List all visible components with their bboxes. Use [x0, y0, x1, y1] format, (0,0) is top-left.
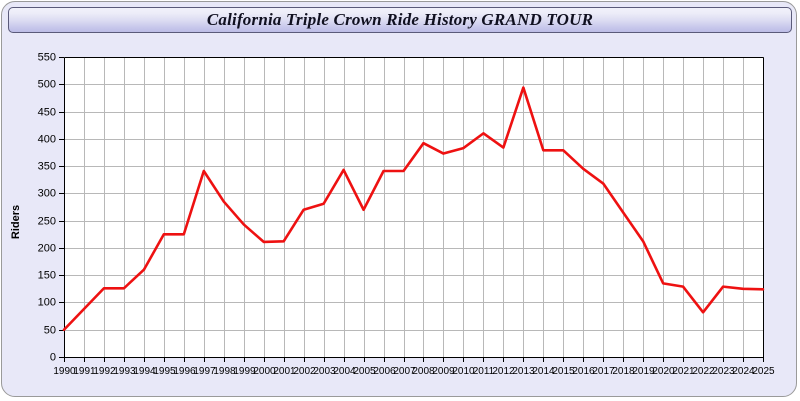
svg-text:2004: 2004 [333, 366, 356, 377]
svg-text:2009: 2009 [432, 366, 455, 377]
svg-text:50: 50 [44, 324, 56, 336]
y-tick-labels: 0 50 100 150 200 250 300 350 400 450 500 550 [38, 51, 56, 363]
svg-text:1995: 1995 [153, 366, 176, 377]
svg-text:250: 250 [38, 215, 56, 227]
svg-text:200: 200 [38, 242, 56, 254]
svg-text:400: 400 [38, 133, 56, 145]
riders-line-series [62, 86, 765, 332]
svg-text:2012: 2012 [492, 366, 515, 377]
svg-text:2001: 2001 [273, 366, 296, 377]
svg-text:1993: 1993 [113, 366, 136, 377]
svg-text:2019: 2019 [632, 366, 655, 377]
page-title: California Triple Crown Ride History GRA… [206, 10, 594, 29]
svg-text:2016: 2016 [572, 366, 595, 377]
svg-text:150: 150 [38, 269, 56, 281]
svg-text:1997: 1997 [193, 366, 216, 377]
svg-text:2011: 2011 [473, 366, 495, 377]
svg-text:2008: 2008 [412, 366, 435, 377]
svg-text:450: 450 [38, 106, 56, 118]
gridlines [64, 57, 764, 357]
svg-text:1998: 1998 [213, 366, 236, 377]
svg-text:2017: 2017 [592, 366, 615, 377]
svg-text:2003: 2003 [313, 366, 336, 377]
svg-text:0: 0 [50, 351, 56, 363]
svg-text:2002: 2002 [293, 366, 316, 377]
svg-text:550: 550 [38, 51, 56, 63]
svg-text:2021: 2021 [672, 366, 695, 377]
svg-text:300: 300 [38, 187, 56, 199]
svg-text:1991: 1991 [73, 366, 96, 377]
svg-text:2023: 2023 [712, 366, 735, 377]
svg-text:2022: 2022 [692, 366, 715, 377]
svg-text:500: 500 [38, 78, 56, 90]
svg-text:2025: 2025 [752, 366, 775, 377]
svg-text:2010: 2010 [452, 366, 475, 377]
x-tick-labels: 1990199119921993199419951996199719981999… [53, 366, 775, 377]
svg-text:1994: 1994 [133, 366, 156, 377]
svg-text:1990: 1990 [53, 366, 76, 377]
svg-text:2015: 2015 [552, 366, 575, 377]
svg-text:100: 100 [38, 296, 56, 308]
svg-text:2018: 2018 [612, 366, 635, 377]
svg-text:350: 350 [38, 160, 56, 172]
svg-text:2000: 2000 [253, 366, 276, 377]
svg-text:2014: 2014 [532, 366, 555, 377]
plot-area: Riders 0 50 100 150 200 250 300 350 400 450 500 550… [2, 38, 796, 396]
svg-text:2006: 2006 [373, 366, 396, 377]
svg-text:1999: 1999 [233, 366, 256, 377]
svg-text:1992: 1992 [93, 366, 116, 377]
chart-title-bar: California Triple Crown Ride History GRA… [8, 7, 792, 33]
svg-text:2020: 2020 [652, 366, 675, 377]
svg-text:1996: 1996 [173, 366, 196, 377]
svg-text:2005: 2005 [353, 366, 376, 377]
svg-text:2007: 2007 [393, 366, 416, 377]
svg-text:2024: 2024 [732, 366, 755, 377]
axis-lines [59, 57, 764, 362]
svg-text:2013: 2013 [512, 366, 535, 377]
